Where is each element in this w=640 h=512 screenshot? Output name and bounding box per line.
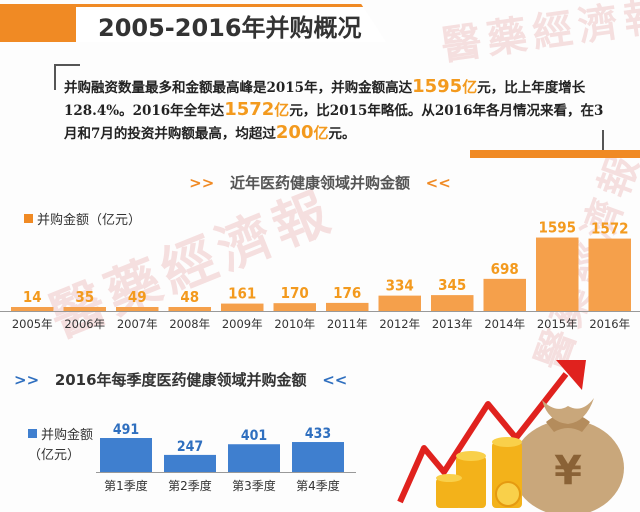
category-label: 2009年 <box>222 317 263 331</box>
chart-title-text: 2016年每季度医药健康领域并购金额 <box>54 371 307 389</box>
gold-coins-icon <box>436 437 522 508</box>
header-accent <box>0 4 76 42</box>
annual-bar-chart: 14 2005年 35 2006年 49 2007年 48 2008年 161 2009年 170 2… <box>0 219 640 331</box>
data-label: 170 <box>281 284 309 302</box>
legend-swatch <box>28 429 37 438</box>
data-label: 491 <box>113 422 139 438</box>
legend-label: 并购金额 <box>41 428 94 443</box>
category-label: 第3季度 <box>232 478 276 493</box>
bar <box>378 295 421 311</box>
intro-part: 并购融资数量最多和金额最高峰是2015年，并购金额高达 <box>64 80 413 96</box>
quarter-bar-chart: 491 第1季度 247 第2季度 401 第3季度 433 第4季度 <box>96 422 356 493</box>
page-title: 2005-2016年并购概况 <box>98 14 362 42</box>
bar <box>536 237 579 311</box>
category-label: 2006年 <box>64 317 105 331</box>
data-label: 176 <box>333 284 361 302</box>
category-label: 第1季度 <box>104 478 148 493</box>
annual-chart-title: >> 近年医药健康领域并购金额 << <box>130 172 510 193</box>
chart-title-text: 近年医药健康领域并购金额 <box>229 174 410 192</box>
bar <box>116 307 159 311</box>
title-suffix: << <box>425 174 451 192</box>
category-label: 2010年 <box>274 317 315 331</box>
data-label: 49 <box>128 288 147 306</box>
highlight-number: 1572 <box>224 99 275 120</box>
highlight-number: 200 <box>275 122 314 143</box>
data-label: 401 <box>241 428 267 444</box>
bar <box>588 238 631 311</box>
category-label: 2011年 <box>327 317 368 331</box>
quarter-legend: 并购金额 （亿元） <box>28 426 93 466</box>
money-bag-icon: ¥ <box>512 398 624 512</box>
data-label: 345 <box>438 276 466 294</box>
data-label: 48 <box>180 288 199 306</box>
rising-arrow-icon <box>397 360 586 504</box>
data-label: 247 <box>177 439 203 455</box>
bar <box>11 307 54 311</box>
category-label: 2005年 <box>12 317 53 331</box>
category-label: 第2季度 <box>168 478 212 493</box>
intro-text: 并购融资数量最多和金额最高峰是2015年，并购金额高达1595亿元，比上年度增长… <box>64 76 604 145</box>
category-label: 2015年 <box>537 317 578 331</box>
bar <box>228 444 280 472</box>
title-suffix: << <box>322 371 348 389</box>
currency-symbol: ¥ <box>554 448 582 494</box>
category-label: 2008年 <box>169 317 210 331</box>
highlight-unit: 亿 <box>462 78 478 96</box>
category-label: 第4季度 <box>296 478 340 493</box>
data-label: 698 <box>491 260 519 278</box>
bar <box>273 303 316 311</box>
watermark: 醫藥經濟報 <box>438 0 640 70</box>
category-label: 2012年 <box>379 317 420 331</box>
money-illustration: ¥ <box>397 360 624 512</box>
data-label: 161 <box>228 285 256 303</box>
decorative-bar <box>470 150 640 158</box>
highlight-unit: 亿 <box>274 101 290 119</box>
intro-part: 元，比上年度增长128.4%。2016年全年达 <box>64 80 586 119</box>
category-label: 2016年 <box>589 317 630 331</box>
bar <box>326 302 369 311</box>
frame-corner-top-left <box>54 64 80 90</box>
quarter-chart-title: >> 2016年每季度医药健康领域并购金额 << <box>14 369 347 390</box>
highlight-number: 1595 <box>412 76 463 97</box>
intro-part: 元，比2015年略低。从2016年各月情况来看，在3月和7月的投资并购额最高，均… <box>64 103 604 142</box>
title-prefix: >> <box>14 371 40 389</box>
data-label: 14 <box>23 288 42 306</box>
legend-label-unit: （亿元） <box>28 448 81 463</box>
category-label: 2014年 <box>484 317 525 331</box>
data-label: 1595 <box>538 219 576 237</box>
data-label: 334 <box>386 277 414 295</box>
category-label: 2013年 <box>432 317 473 331</box>
header-banner <box>76 4 386 42</box>
intro-part: 元。 <box>328 126 356 142</box>
title-prefix: >> <box>189 174 215 192</box>
legend-swatch <box>24 214 33 223</box>
highlight-unit: 亿 <box>313 124 329 142</box>
data-label: 35 <box>75 288 94 306</box>
category-label: 2007年 <box>117 317 158 331</box>
bar <box>431 295 474 311</box>
bar <box>221 303 264 311</box>
annual-legend: 并购金额（亿元） <box>24 209 141 228</box>
bar <box>63 307 106 311</box>
legend-label: 并购金额（亿元） <box>37 213 142 228</box>
data-label: 433 <box>305 426 331 442</box>
bar <box>483 278 526 311</box>
bar <box>164 454 216 472</box>
data-label: 1572 <box>591 220 629 238</box>
bar <box>168 307 211 311</box>
bar <box>292 442 344 472</box>
bar <box>100 438 152 472</box>
